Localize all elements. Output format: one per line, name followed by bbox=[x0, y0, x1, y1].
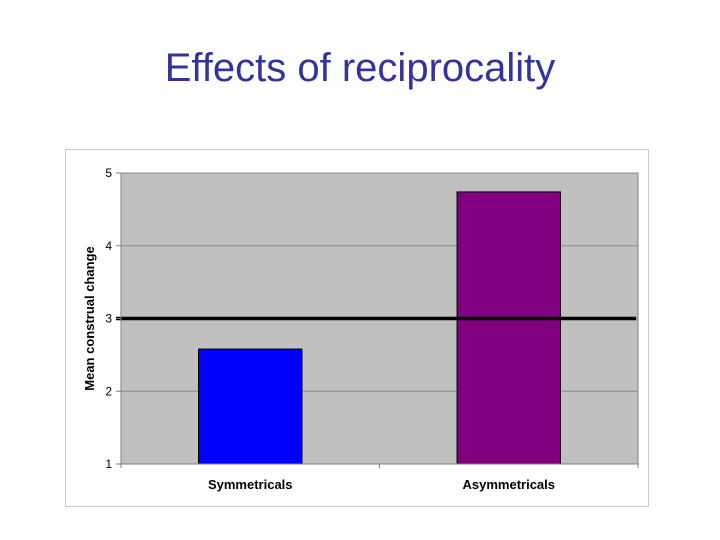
y-tick-label: 1 bbox=[105, 457, 112, 471]
slide-title: Effects of reciprocality bbox=[164, 46, 556, 90]
y-axis-label: Mean construal change bbox=[82, 246, 97, 390]
y-tick-label: 2 bbox=[105, 384, 112, 398]
x-category-label: Asymmetricals bbox=[463, 477, 556, 492]
bar-asymmetricals bbox=[456, 191, 561, 465]
bar-symmetricals bbox=[198, 348, 303, 465]
y-tick-labels: 1 2 3 4 5 bbox=[105, 166, 112, 471]
chart-frame: 1 2 3 4 5 Symmetricals Asymmetricals Mean con… bbox=[65, 149, 649, 507]
x-category-labels: Symmetricals Asymmetricals bbox=[208, 477, 555, 492]
axes bbox=[116, 172, 639, 468]
y-tick-label: 4 bbox=[105, 239, 112, 253]
y-tick-label: 3 bbox=[105, 312, 112, 326]
x-category-label: Symmetricals bbox=[208, 477, 293, 492]
y-tick-label: 5 bbox=[105, 166, 112, 180]
bar-chart: 1 2 3 4 5 Symmetricals Asymmetricals Mean con… bbox=[82, 166, 639, 492]
